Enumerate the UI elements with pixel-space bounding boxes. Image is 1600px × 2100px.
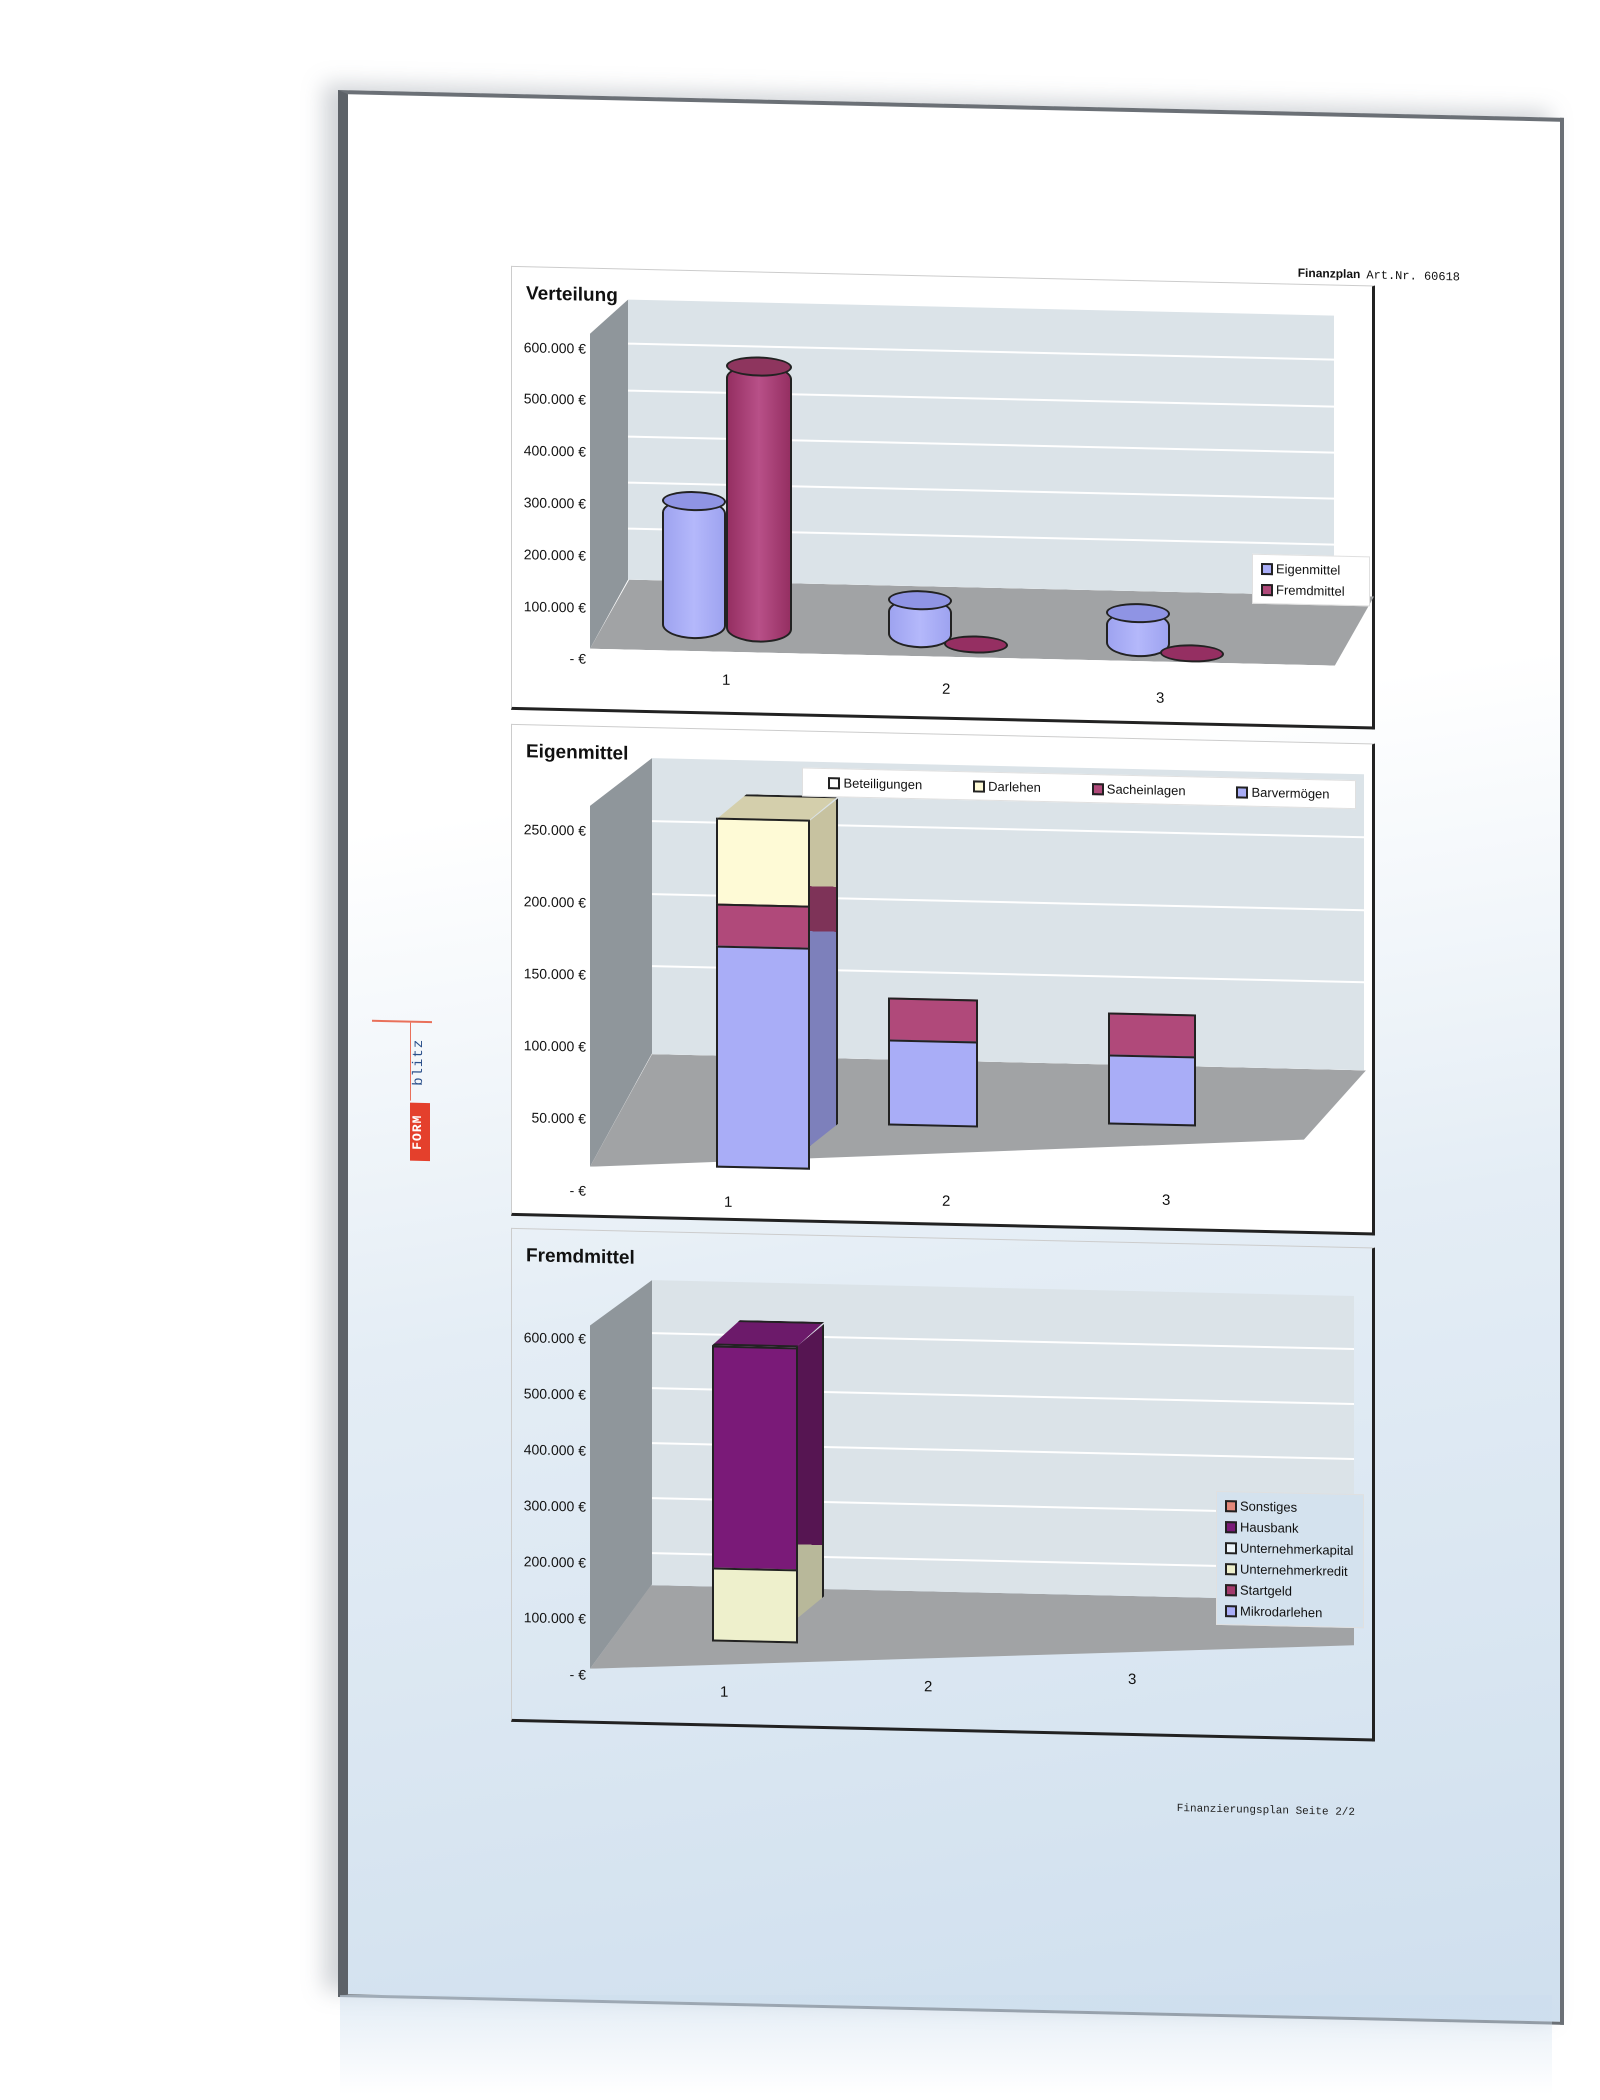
bar-eigenmittel-1 [662,498,726,640]
x-tick: 1 [724,1193,733,1211]
y-tick: 100.000 € [523,1609,586,1627]
legend-item-eigenmittel: Eigenmittel [1261,561,1361,578]
y-tick: 500.000 € [523,390,586,408]
chart-fremdmittel: Fremdmittel 600.000 € 500.000 € 400.000 … [511,1227,1375,1742]
legend-label: Beteiligungen [843,775,923,793]
legend-item-hausbank: Hausbank [1225,1519,1355,1537]
legend-item-beteiligungen: Beteiligungen [828,775,922,792]
y-tick: - € [569,1182,586,1199]
legend-item-fremdmittel: Fremdmittel [1261,582,1361,599]
legend-label: Unternehmerkredit [1240,1561,1348,1579]
y-tick: 400.000 € [523,1441,586,1459]
legend-swatch [1225,1541,1237,1554]
segment-sacheinlagen-1 [716,903,810,950]
formblitz-logo: blitz FORM [372,1019,432,1162]
legend-label: Hausbank [1240,1519,1299,1536]
bar-side [808,798,838,1149]
y-tick: 150.000 € [523,965,586,983]
segment-barvermoegen-3 [1108,1054,1196,1127]
y-tick: 400.000 € [523,442,586,460]
chart-floor [590,1053,1366,1185]
segment-sacheinlagen-3 [1108,1012,1196,1059]
legend-item-mikrodarlehen: Mikrodarlehen [1225,1603,1355,1621]
x-tick: 2 [924,1678,933,1696]
page-footer: Finanzierungsplan Seite 2/2 [1176,1803,1355,1820]
document-page: Finanzplan Art.Nr. 60618 blitz FORM Verte… [338,90,1564,2025]
legend-label: Sacheinlagen [1106,781,1186,799]
x-tick: 3 [1156,689,1165,707]
x-tick: 2 [942,680,951,698]
legend-item-barvermoegen: Barvermögen [1236,784,1330,802]
y-tick: 300.000 € [523,494,586,512]
segment-barvermoegen-1 [716,945,810,1170]
legend-swatch [1225,1520,1237,1533]
y-tick: 300.000 € [523,1497,586,1515]
page-reflection [340,1995,1552,2095]
chart-legend: Eigenmittel Fremdmittel [1252,553,1370,607]
legend-item-unternehmerkapital: Unternehmerkapital [1225,1540,1355,1558]
chart-title: Eigenmittel [526,741,629,765]
chart-title: Fremdmittel [526,1245,635,1269]
legend-label: Mikrodarlehen [1240,1603,1323,1621]
y-tick: 600.000 € [523,1329,586,1347]
y-tick: 200.000 € [523,546,586,564]
legend-label: Sonstiges [1240,1498,1298,1515]
logo-blitz: blitz [410,1022,429,1102]
x-tick: 2 [942,1192,951,1210]
page-header: Finanzplan Art.Nr. 60618 [1298,266,1460,285]
segment-hausbank-1 [712,1345,798,1572]
chart-eigenmittel: Eigenmittel 250.000 € 200.000 € 150.000 … [511,723,1375,1236]
legend-item-startgeld: Startgeld [1225,1582,1355,1600]
legend-label: Startgeld [1240,1582,1293,1599]
legend-item-sacheinlagen: Sacheinlagen [1091,781,1186,799]
chart-title: Verteilung [526,283,618,307]
legend-label: Unternehmerkapital [1240,1540,1354,1559]
y-tick: 200.000 € [523,893,586,911]
segment-sacheinlagen-2 [888,997,978,1044]
legend-swatch [1236,785,1249,799]
legend-swatch [1261,562,1273,575]
legend-swatch [1225,1562,1237,1575]
legend-swatch [1261,583,1273,596]
legend-label: Darlehen [988,778,1041,795]
y-tick: 100.000 € [523,598,586,616]
chart-legend: Sonstiges Hausbank Unternehmerkapital Un… [1216,1490,1364,1629]
legend-swatch [973,779,986,793]
y-tick: - € [569,1666,586,1683]
x-tick: 1 [722,671,731,689]
legend-swatch [828,776,841,789]
legend-label: Eigenmittel [1276,561,1341,578]
x-tick: 1 [720,1683,729,1701]
y-tick: 200.000 € [523,1553,586,1571]
y-tick: 100.000 € [523,1037,586,1055]
bar-fremdmittel-1 [726,363,792,644]
header-title: Finanzplan [1297,265,1361,282]
x-tick: 3 [1128,1670,1137,1689]
logo-form: FORM [410,1102,430,1162]
legend-swatch [1091,782,1104,795]
legend-item-darlehen: Darlehen [973,778,1041,795]
legend-label: Barvermögen [1251,784,1330,802]
chart-verteilung: Verteilung 600.000 € 500.000 € 400.000 €… [511,265,1375,730]
legend-item-unternehmerkredit: Unternehmerkredit [1225,1561,1355,1579]
y-tick: 50.000 € [531,1109,587,1127]
segment-barvermoegen-2 [888,1039,978,1128]
segment-unternehmerkredit-1 [712,1567,798,1644]
segment-darlehen-1 [716,817,810,908]
legend-item-sonstiges: Sonstiges [1225,1498,1355,1516]
legend-swatch [1225,1583,1237,1596]
y-tick: 500.000 € [523,1385,586,1403]
y-tick: - € [569,650,586,667]
legend-swatch [1225,1499,1237,1512]
y-tick: 250.000 € [523,821,586,839]
article-number: Art.Nr. 60618 [1366,268,1460,285]
y-tick: 600.000 € [523,339,586,357]
x-tick: 3 [1162,1191,1171,1209]
legend-label: Fremdmittel [1276,582,1345,599]
legend-swatch [1225,1604,1237,1617]
bar-side [796,1323,824,1620]
